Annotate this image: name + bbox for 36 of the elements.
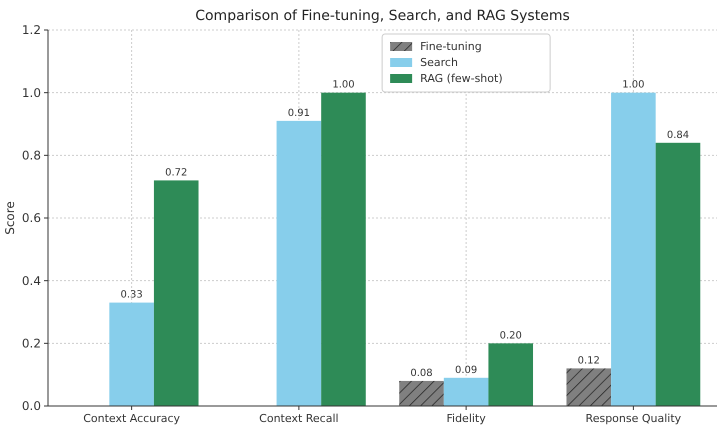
data-label: 0.09	[454, 364, 478, 376]
bar	[566, 368, 612, 406]
data-label: 1.00	[332, 80, 355, 91]
data-label: 0.33	[120, 290, 143, 301]
data-label: 0.20	[500, 330, 522, 342]
bar	[321, 92, 366, 406]
y-tick-label: 0.4	[22, 274, 41, 288]
data-label: 0.91	[288, 108, 310, 119]
bar	[656, 142, 700, 406]
x-tick-label: Context Accuracy	[83, 412, 181, 425]
y-tick-label: 0.2	[22, 336, 41, 351]
data-label: 1.00	[622, 80, 645, 91]
data-label: 0.08	[410, 368, 433, 379]
y-tick-label: 1.0	[22, 86, 41, 100]
x-tick-label: Fidelity	[446, 412, 486, 425]
data-label: 0.12	[578, 355, 600, 366]
bar	[399, 380, 444, 406]
bar	[276, 120, 322, 406]
y-tick-label: 0.0	[22, 399, 41, 414]
y-tick-label: 1.2	[22, 23, 41, 38]
x-tick-label: Context Recall	[259, 412, 339, 425]
bar	[611, 92, 656, 406]
legend-label: Search	[420, 56, 458, 69]
legend-label: RAG (few-shot)	[420, 72, 503, 85]
y-axis-title: Score	[3, 201, 17, 235]
x-tick-label: Response Quality	[586, 412, 682, 425]
chart-title: Comparison of Fine-tuning, Search, and RAG Systems	[195, 8, 570, 24]
data-label: 0.84	[666, 130, 690, 141]
bar	[154, 180, 199, 406]
bar	[444, 378, 488, 406]
y-tick-label: 0.6	[22, 211, 41, 226]
bar	[109, 302, 154, 406]
data-label: 0.72	[165, 167, 188, 178]
y-tick-label: 0.8	[22, 148, 41, 163]
legend-label: Fine-tuning	[420, 40, 482, 53]
bar	[488, 343, 534, 406]
